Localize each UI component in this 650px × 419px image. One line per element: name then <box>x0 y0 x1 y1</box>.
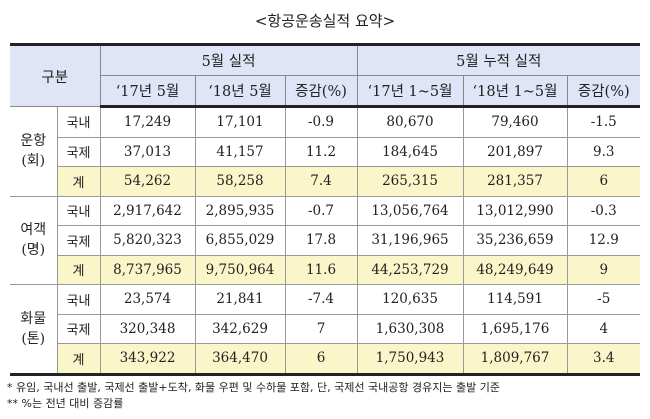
table-cell: -7.4 <box>284 284 358 315</box>
row-sublabel: 국내 <box>56 284 101 315</box>
table-row: 국제 37,013 41,157 11.2 184,645 201,897 9.3 <box>10 136 640 167</box>
row-sublabel: 국내 <box>56 195 101 226</box>
table-cell: 6 <box>284 343 358 376</box>
table-row: 운항 (회) 국내 17,249 17,101 -0.9 80,670 79,460 -1.5 <box>10 106 640 197</box>
table-cell: 48,249,649 <box>462 254 568 285</box>
table-cell: 79,460 <box>462 106 568 138</box>
table-cell: 1,750,943 <box>356 343 464 376</box>
table-cell: 21,841 <box>194 284 286 315</box>
table-cell: 7.4 <box>284 166 358 197</box>
table-cell: -0.7 <box>284 195 358 226</box>
table-cell: 37,013 <box>99 136 196 167</box>
row-sublabel: 계 <box>56 166 101 197</box>
table-body: 운항 (회) 국내 17,249 17,101 -0.9 80,670 79,460 -1.5… <box>10 106 640 376</box>
table-cell: -1.5 <box>566 106 640 138</box>
group-label: 화물 (톤) <box>10 284 58 376</box>
table-cell: 35,236,659 <box>462 225 568 256</box>
row-sublabel: 국제 <box>56 136 101 167</box>
header-col: 증감(%) <box>284 75 358 108</box>
table-cell: -0.9 <box>284 106 358 138</box>
table-cell: 58,258 <box>194 166 286 197</box>
table-cell: 6,855,029 <box>194 225 286 256</box>
table-cell: 41,157 <box>194 136 286 167</box>
table-cell: 13,056,764 <box>356 195 464 226</box>
footnote: ** %는 전년 대비 증감률 <box>7 397 124 410</box>
table-cell: 8,737,965 <box>99 254 196 285</box>
header-cumulative-results: 5월 누적 실적 <box>356 43 640 76</box>
table-cell: 12.9 <box>566 225 640 256</box>
table-cell: 184,645 <box>356 136 464 167</box>
table-cell: 3.4 <box>566 343 640 376</box>
table-cell: 11.2 <box>284 136 358 167</box>
group-label: 여객 (명) <box>10 195 58 285</box>
table-cell: 2,895,935 <box>194 195 286 226</box>
table-cell: 364,470 <box>194 343 286 376</box>
table-cell: 17,249 <box>99 106 196 138</box>
header-col: 증감(%) <box>566 75 640 108</box>
table-cell: 9.3 <box>566 136 640 167</box>
table-cell: -5 <box>566 284 640 315</box>
table-row-total: 계 54,262 58,258 7.4 265,315 281,357 6 <box>10 166 640 197</box>
header-col: ‘18년 5월 <box>194 75 286 108</box>
header-row-groups: 구분 5월 실적 5월 누적 실적 <box>10 43 640 107</box>
table-cell: 120,635 <box>356 284 464 315</box>
table-row: 국제 320,348 342,629 7 1,630,308 1,695,176 4 <box>10 313 640 344</box>
table-row: 여객 (명) 국내 2,917,642 2,895,935 -0.7 13,056,764… <box>10 195 640 285</box>
table-cell: 1,630,308 <box>356 313 464 344</box>
row-sublabel: 국제 <box>56 313 101 344</box>
table-row: 국제 5,820,323 6,855,029 17.8 31,196,965 35,236… <box>10 225 640 256</box>
table-cell: 281,357 <box>462 166 568 197</box>
header-col: ‘18년 1~5월 <box>462 75 568 108</box>
table-row-total: 계 343,922 364,470 6 1,750,943 1,809,767 3.4 <box>10 343 640 376</box>
table-cell: 1,695,176 <box>462 313 568 344</box>
footnote: * 유임, 국내선 출발, 국제선 출발+도착, 화물 우편 및 수하물 포함,… <box>7 381 500 394</box>
row-sublabel: 국내 <box>56 106 101 138</box>
table-cell: 80,670 <box>356 106 464 138</box>
air-transport-summary-table: 구분 5월 실적 5월 누적 실적 ‘17년 5월 ‘18년 5월 증감(%) … <box>10 43 640 376</box>
table-cell: 114,591 <box>462 284 568 315</box>
table-cell: 17.8 <box>284 225 358 256</box>
table-cell: -0.3 <box>566 195 640 226</box>
table-cell: 17,101 <box>194 106 286 138</box>
table-cell: 342,629 <box>194 313 286 344</box>
row-sublabel: 국제 <box>56 225 101 256</box>
row-sublabel: 계 <box>56 343 101 376</box>
header-col: ‘17년 5월 <box>100 75 196 108</box>
table-cell: 23,574 <box>99 284 196 315</box>
table-cell: 1,809,767 <box>462 343 568 376</box>
table-cell: 11.6 <box>284 254 358 285</box>
table-cell: 13,012,990 <box>462 195 568 226</box>
table-cell: 201,897 <box>462 136 568 167</box>
header-col: ‘17년 1~5월 <box>356 75 464 108</box>
table-cell: 265,315 <box>356 166 464 197</box>
group-label: 운항 (회) <box>10 106 58 197</box>
table-cell: 44,253,729 <box>356 254 464 285</box>
table-cell: 2,917,642 <box>99 195 196 226</box>
table-cell: 6 <box>566 166 640 197</box>
footnotes: * 유임, 국내선 출발, 국제선 출발+도착, 화물 우편 및 수하물 포함,… <box>7 380 500 412</box>
table-cell: 54,262 <box>99 166 196 197</box>
header-month-results: 5월 실적 <box>99 43 358 76</box>
table-cell: 31,196,965 <box>356 225 464 256</box>
table-cell: 4 <box>566 313 640 344</box>
table-row: 화물 (톤) 국내 23,574 21,841 -7.4 120,635 114,591 -5 <box>10 284 640 376</box>
table-cell: 7 <box>284 313 358 344</box>
header-category: 구분 <box>10 43 101 107</box>
table-cell: 9,750,964 <box>194 254 286 285</box>
table-cell: 5,820,323 <box>99 225 196 256</box>
table-cell: 9 <box>566 254 640 285</box>
table-row-total: 계 8,737,965 9,750,964 11.6 44,253,729 48,249,… <box>10 254 640 285</box>
table-cell: 343,922 <box>99 343 196 376</box>
header-row-columns: ‘17년 5월 ‘18년 5월 증감(%) ‘17년 1~5월 ‘18년 1~5… <box>10 75 640 108</box>
row-sublabel: 계 <box>56 254 101 285</box>
table-cell: 320,348 <box>99 313 196 344</box>
page-title: <항공운송실적 요약> <box>254 12 396 30</box>
